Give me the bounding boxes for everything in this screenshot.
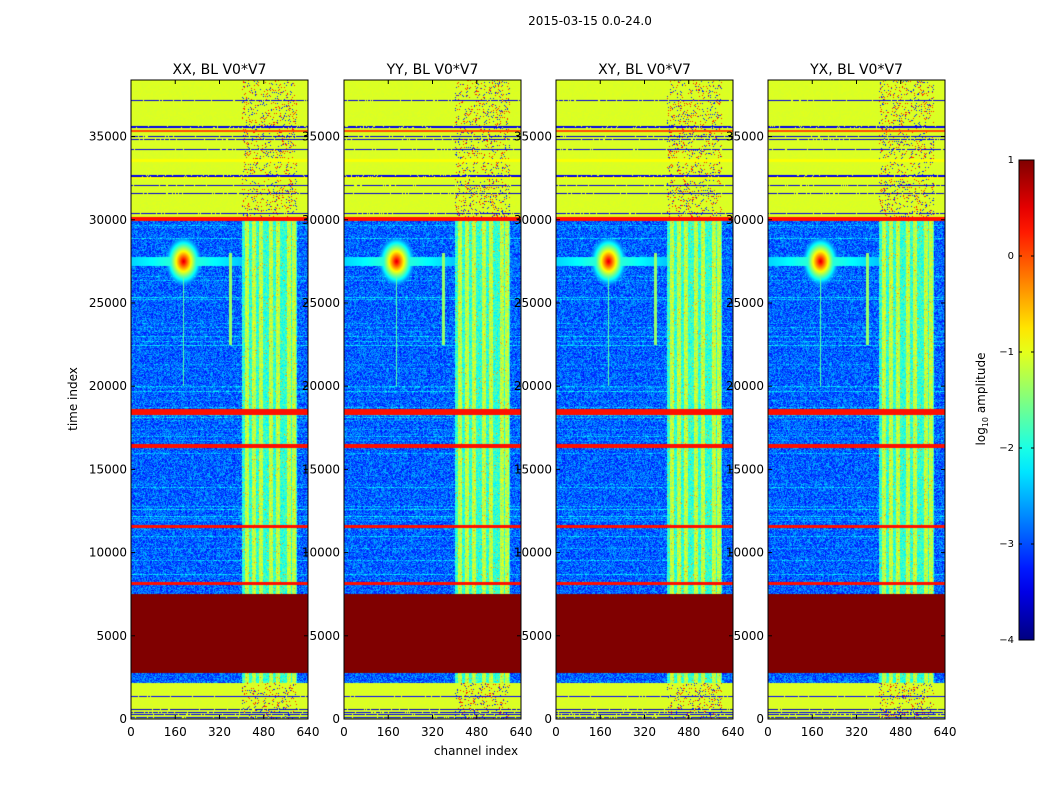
y-tick-label: 0: [544, 712, 552, 726]
y-tick-label: 30000: [302, 213, 340, 227]
colorbar-tick-label: −4: [999, 635, 1014, 646]
y-tick-label: 20000: [514, 379, 552, 393]
colorbar-label: log10 amplitude: [974, 353, 990, 446]
x-tick-label: 640: [722, 725, 745, 739]
y-tick-label: 5000: [309, 629, 340, 643]
x-tick-label: 480: [889, 725, 912, 739]
y-tick-label: 20000: [726, 379, 764, 393]
y-tick-label: 25000: [514, 296, 552, 310]
x-tick-label: 320: [633, 725, 656, 739]
x-tick-label: 160: [801, 725, 824, 739]
x-tick-label: 640: [934, 725, 957, 739]
x-tick-label: 0: [764, 725, 772, 739]
y-tick-label: 35000: [89, 130, 127, 144]
y-tick-label: 0: [332, 712, 340, 726]
y-tick-label: 30000: [514, 213, 552, 227]
x-tick-label: 480: [252, 725, 275, 739]
x-tick-label: 0: [552, 725, 560, 739]
y-tick-label: 0: [119, 712, 127, 726]
x-tick-label: 160: [164, 725, 187, 739]
x-tick-label: 160: [377, 725, 400, 739]
x-tick-label: 160: [589, 725, 612, 739]
colorbar-tick-label: −2: [999, 443, 1014, 454]
y-tick-label: 15000: [302, 462, 340, 476]
colorbar-tick-label: −3: [999, 539, 1014, 550]
x-axis-label: channel index: [433, 744, 519, 758]
y-tick-label: 35000: [726, 130, 764, 144]
y-tick-label: 15000: [514, 462, 552, 476]
y-tick-label: 30000: [726, 213, 764, 227]
y-tick-label: 10000: [726, 546, 764, 560]
colorbar-tick-label: −1: [999, 347, 1014, 358]
y-tick-label: 5000: [733, 629, 764, 643]
y-tick-label: 5000: [96, 629, 127, 643]
y-tick-label: 30000: [89, 213, 127, 227]
y-axis-label: time index: [66, 367, 80, 431]
x-tick-label: 0: [127, 725, 135, 739]
heatmap-image-4: [768, 80, 945, 719]
y-tick-label: 20000: [302, 379, 340, 393]
x-tick-label: 480: [677, 725, 700, 739]
y-tick-label: 25000: [302, 296, 340, 310]
colorbar: [1018, 159, 1035, 641]
figure-title: 2015-03-15 0.0-24.0: [528, 14, 652, 28]
heatmap-image-3: [556, 80, 733, 719]
y-tick-label: 15000: [726, 462, 764, 476]
x-tick-label: 640: [510, 725, 533, 739]
y-tick-label: 35000: [302, 130, 340, 144]
x-tick-label: 320: [421, 725, 444, 739]
panel-title: XX, BL V0*V7: [173, 62, 267, 78]
y-tick-label: 25000: [89, 296, 127, 310]
colorbar-label-subscript: 10: [981, 416, 991, 428]
x-tick-label: 640: [297, 725, 320, 739]
heatmap-image-2: [344, 80, 521, 719]
y-tick-label: 0: [756, 712, 764, 726]
y-tick-label: 20000: [89, 379, 127, 393]
x-tick-label: 480: [465, 725, 488, 739]
colorbar-tick-label: 0: [1008, 251, 1014, 262]
y-tick-label: 25000: [726, 296, 764, 310]
y-tick-label: 10000: [302, 546, 340, 560]
x-tick-label: 320: [208, 725, 231, 739]
y-tick-label: 15000: [89, 462, 127, 476]
panel-title: YY, BL V0*V7: [386, 62, 479, 78]
colorbar-label-prefix: log: [973, 427, 988, 446]
panel-title: YX, BL V0*V7: [809, 62, 903, 78]
colorbar-label-suffix: amplitude: [973, 352, 988, 417]
y-tick-label: 35000: [514, 130, 552, 144]
y-tick-label: 5000: [521, 629, 552, 643]
x-tick-label: 0: [340, 725, 348, 739]
x-tick-label: 320: [845, 725, 868, 739]
heatmap-image-1: [131, 80, 308, 719]
panel-title: XY, BL V0*V7: [598, 62, 691, 78]
y-tick-label: 10000: [89, 546, 127, 560]
colorbar-tick-label: 1: [1008, 155, 1014, 166]
y-tick-label: 10000: [514, 546, 552, 560]
